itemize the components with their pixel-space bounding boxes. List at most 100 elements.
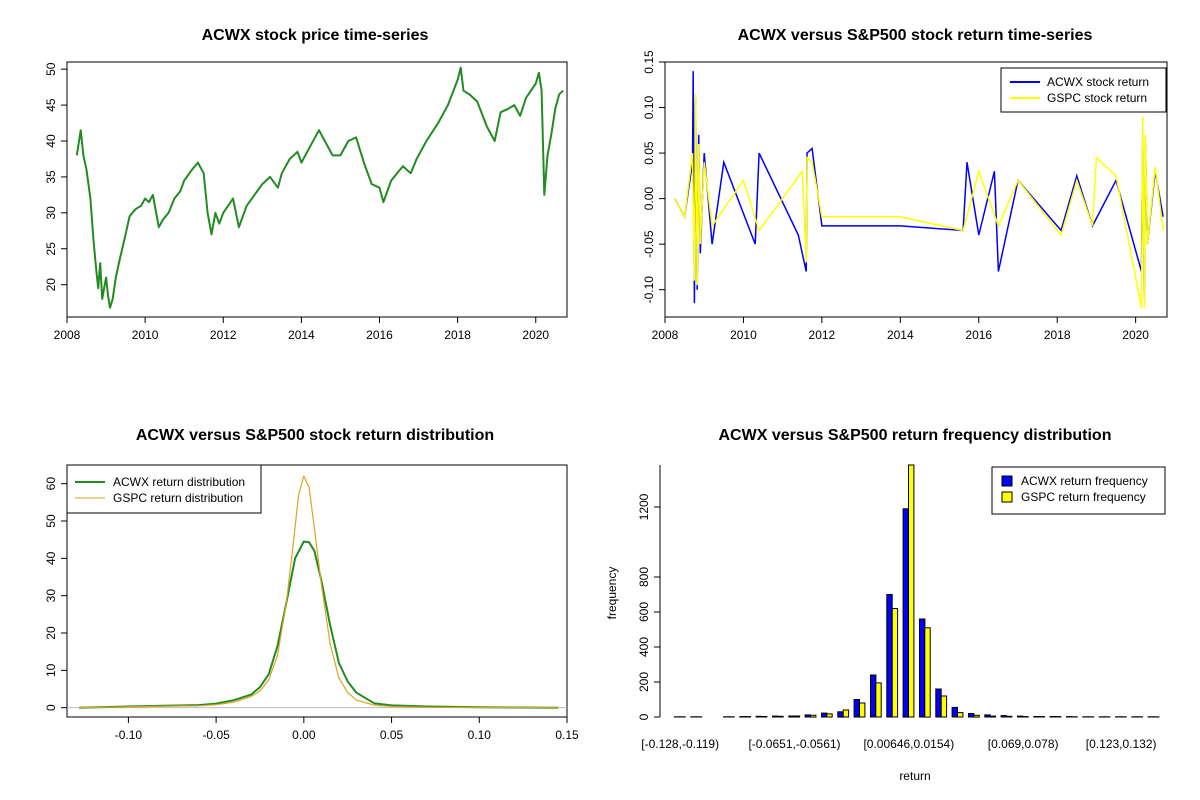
density-legend-acwx-label: ACWX return distribution [113, 475, 245, 489]
frequency-legend-gspc-label: GSPC return frequency [1021, 490, 1146, 504]
density-x-tick-label: -0.10 [115, 728, 143, 742]
price-series-group [75, 66, 564, 309]
frequency-x-axis: [-0.128,-0.119) [-0.0651,-0.0561) [0.00646… [641, 737, 1156, 751]
density-acwx-line [79, 540, 559, 709]
density-y-tick-label: 60 [44, 477, 58, 491]
price-y-tick-label: 30 [44, 206, 58, 220]
frequency-acwx-bar [821, 712, 828, 718]
frequency-x-tick-label: [0.069,0.078) [988, 737, 1059, 751]
price-series-line [75, 66, 564, 309]
returns-x-tick-label: 2010 [730, 328, 757, 342]
density-chart-panel: ACWX versus S&P500 stock return distribu… [44, 427, 579, 742]
frequency-gspc-bar [842, 709, 850, 718]
density-x-tick-label: 0.00 [292, 728, 316, 742]
returns-chart-panel: ACWX versus S&P500 stock return time-ser… [642, 27, 1168, 342]
frequency-x-tick-label: [0.123,0.132) [1086, 737, 1157, 751]
frequency-gspc-bar [940, 695, 948, 718]
density-legend: ACWX return distribution GSPC return dis… [66, 464, 262, 514]
price-y-tick-label: 35 [44, 170, 58, 184]
price-x-tick-label: 2018 [444, 328, 471, 342]
returns-y-tick-label: 0.15 [642, 50, 656, 74]
density-legend-gspc-label: GSPC return distribution [113, 491, 243, 505]
price-y-tick-label: 45 [44, 98, 58, 112]
returns-y-tick-label: -0.05 [642, 230, 656, 258]
price-plot-frame [66, 61, 568, 318]
frequency-x-tick-label: [-0.128,-0.119) [641, 737, 719, 751]
frequency-gspc-bar [989, 715, 997, 718]
density-y-tick-label: 0 [44, 704, 58, 711]
frequency-y-tick-label: 600 [637, 602, 651, 622]
frequency-gspc-bar [810, 714, 817, 718]
frequency-acwx-bar [804, 714, 811, 718]
frequency-x-tick-label: [-0.0651,-0.0561) [748, 737, 840, 751]
density-gspc-line [79, 475, 559, 709]
returns-legend-box [1000, 67, 1167, 113]
returns-legend: ACWX stock return GSPC stock return [1000, 67, 1167, 113]
frequency-legend-acwx-label: ACWX return frequency [1021, 474, 1148, 488]
price-x-tick-label: 2016 [366, 328, 393, 342]
returns-x-tick-label: 2020 [1122, 328, 1149, 342]
density-x-tick-label: 0.15 [555, 728, 579, 742]
frequency-y-tick-label: 0 [637, 713, 651, 720]
price-x-tick-label: 2008 [54, 328, 81, 342]
returns-y-tick-label: 0.00 [642, 187, 656, 211]
frequency-acwx-bar [772, 715, 779, 718]
frequency-acwx-bar [919, 618, 926, 718]
returns-legend-acwx-label: ACWX stock return [1047, 75, 1149, 89]
frequency-gspc-bar [924, 627, 931, 718]
price-chart-panel: ACWX stock price time-series 2008 2010 201… [44, 27, 568, 342]
density-y-axis: 0 10 20 30 40 50 60 [44, 477, 68, 711]
returns-x-tick-label: 2018 [1044, 328, 1071, 342]
price-y-tick-label: 20 [44, 278, 58, 292]
density-legend-box [66, 464, 262, 514]
returns-series-group [674, 71, 1164, 309]
frequency-acwx-bar [886, 594, 893, 718]
frequency-y-axis: 0 200 400 600 800 1200 [637, 465, 661, 720]
density-x-tick-label: 0.10 [468, 728, 492, 742]
frequency-y-tick-label: 400 [637, 637, 651, 657]
returns-x-axis: 2008 2010 2012 2014 2016 2018 2020 [652, 316, 1149, 342]
frequency-y-tick-label: 800 [637, 567, 651, 587]
frequency-gspc-bar [875, 682, 882, 718]
frequency-acwx-bar [755, 715, 762, 718]
returns-legend-gspc-label: GSPC stock return [1047, 91, 1147, 105]
frequency-x-tick-label: [0.00646,0.0154) [863, 737, 954, 751]
returns-x-tick-label: 2012 [809, 328, 836, 342]
density-x-tick-label: -0.05 [202, 728, 230, 742]
frequency-gspc-bar [793, 715, 801, 718]
price-x-tick-label: 2014 [288, 328, 315, 342]
price-x-tick-label: 2020 [522, 328, 549, 342]
frequency-acwx-bar [853, 699, 860, 718]
price-y-tick-label: 40 [44, 134, 58, 148]
returns-x-tick-label: 2016 [965, 328, 992, 342]
frequency-legend-acwx-swatch [1001, 475, 1013, 487]
frequency-legend-gspc-swatch [1001, 491, 1013, 503]
returns-chart-title: ACWX versus S&P500 stock return time-ser… [738, 27, 1093, 44]
returns-x-tick-label: 2008 [652, 328, 679, 342]
density-y-tick-label: 40 [44, 551, 58, 565]
frequency-gspc-bar [777, 715, 784, 718]
frequency-acwx-bar [902, 508, 909, 718]
density-y-tick-label: 50 [44, 514, 58, 528]
frequency-chart-panel: ACWX versus S&P500 return frequency dist… [605, 427, 1166, 783]
price-y-axis: 20 25 30 35 40 45 50 [44, 62, 68, 292]
returns-y-tick-label: 0.05 [642, 141, 656, 165]
density-y-tick-label: 30 [44, 589, 58, 603]
frequency-gspc-bar [1006, 715, 1013, 718]
frequency-acwx-bar [984, 714, 991, 718]
frequency-gspc-bar [973, 714, 980, 718]
frequency-acwx-bar [935, 688, 942, 718]
returns-y-tick-label: 0.10 [642, 96, 656, 120]
price-x-axis: 2008 2010 2012 2014 2016 2018 2020 [54, 316, 549, 342]
frequency-gspc-bar [908, 464, 915, 718]
frequency-acwx-bar [870, 674, 877, 718]
frequency-chart-title: ACWX versus S&P500 return frequency dist… [719, 427, 1112, 444]
returns-y-axis: -0.10 -0.05 0.00 0.05 0.10 0.15 [642, 50, 666, 303]
price-x-tick-label: 2010 [132, 328, 159, 342]
frequency-y-tick-label: 1200 [637, 493, 651, 520]
frequency-gspc-bar [957, 712, 964, 718]
frequency-gspc-bar [891, 608, 899, 718]
price-y-tick-label: 25 [44, 242, 58, 256]
frequency-acwx-bar [788, 715, 795, 718]
frequency-gspc-bar [761, 716, 768, 718]
